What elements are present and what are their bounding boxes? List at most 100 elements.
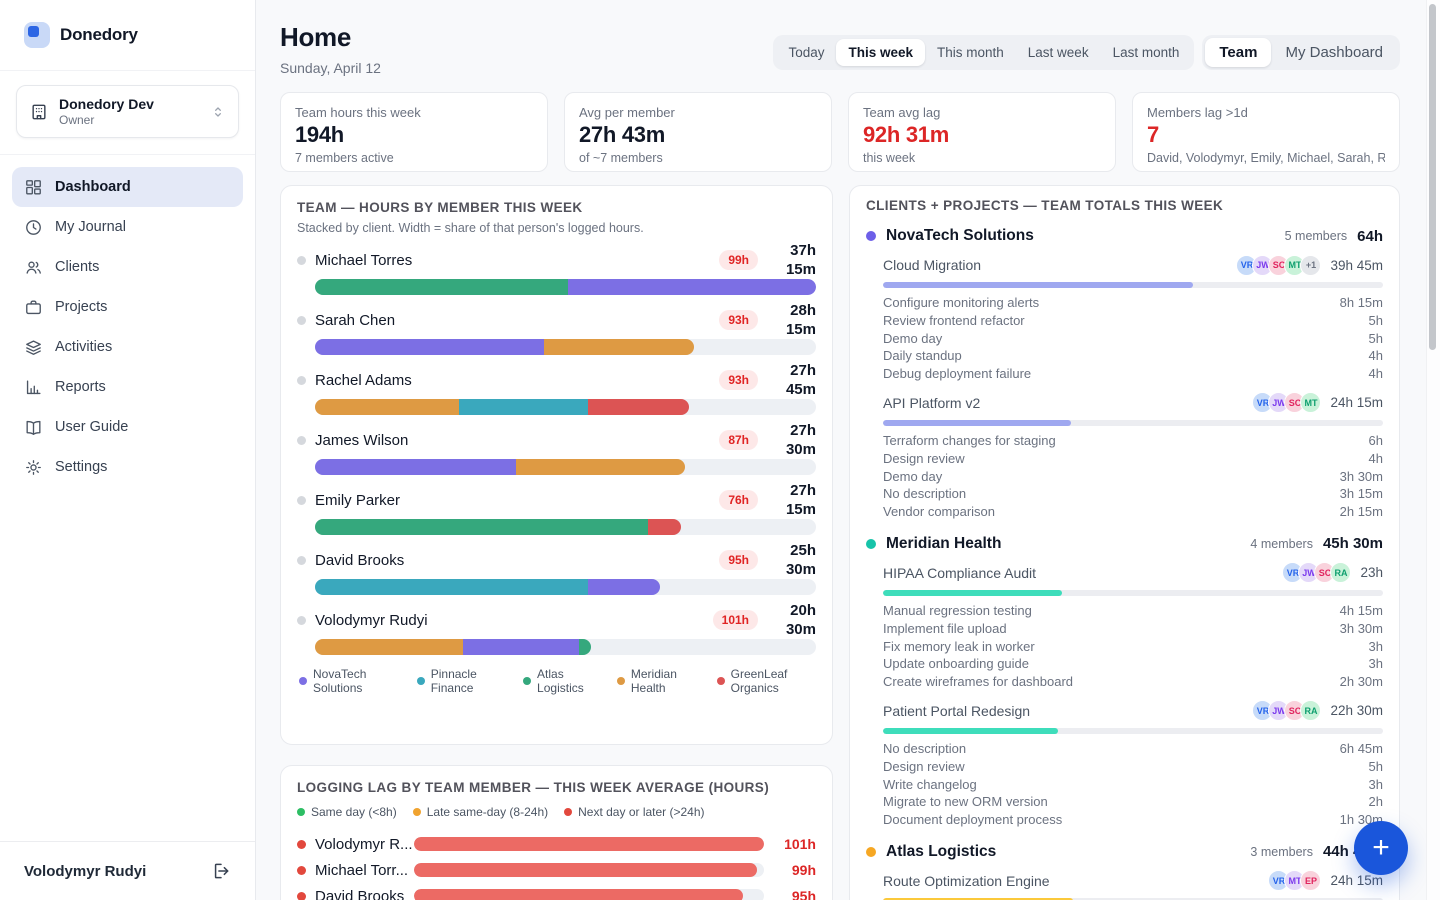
scrollbar-thumb[interactable] [1429, 4, 1436, 350]
avatar-group: VR JW SC MT [1252, 392, 1322, 414]
task-label: Terraform changes for staging [883, 432, 1056, 448]
lag-bar-fill [414, 889, 744, 900]
sidebar-item-my-journal[interactable]: My Journal [12, 207, 243, 247]
bar-segment-novatech-solutions [315, 339, 544, 355]
legend-dot [299, 677, 307, 685]
workspace-role: Owner [59, 113, 95, 127]
lag-category-dot [297, 865, 306, 875]
task-label: Update onboarding guide [883, 656, 1030, 672]
sidebar-item-projects[interactable]: Projects [12, 287, 243, 327]
task-row: Migrate to new ORM version 2h [883, 793, 1383, 811]
workspace-selector[interactable]: Donedory Dev Owner [16, 85, 239, 138]
lag-bar-track [414, 837, 764, 851]
sidebar-item-user-guide[interactable]: User Guide [12, 407, 243, 447]
tab-team[interactable]: Team [1205, 38, 1272, 67]
project-bar-fill [883, 727, 1058, 734]
member-name: Sarah Chen [315, 311, 396, 329]
client-legend: NovaTech Solutions Pinnacle Finance Atlas … [299, 667, 816, 695]
lag-category-dot [297, 839, 306, 849]
task-row: Manual regression testing 4h 15m [883, 602, 1383, 620]
task-value: 2h 15m [1339, 504, 1383, 520]
member-bar [315, 459, 816, 475]
sidebar-item-activities[interactable]: Activities [12, 327, 243, 367]
member-name: Volodymyr Rudyi [315, 611, 428, 629]
logout-icon[interactable] [211, 861, 231, 881]
bar-segment-pinnacle-finance [315, 579, 589, 595]
task-label: Configure monitoring alerts [883, 295, 1040, 310]
member-hours: 25h 30m [772, 541, 816, 579]
task-value: 3h 30m [1339, 468, 1383, 484]
bar-segment-pinnacle-finance [459, 399, 589, 415]
member-dot [297, 375, 306, 385]
member-name-row: Michael Torres 99h 37h 15m [297, 241, 816, 279]
tab-last-week[interactable]: Last week [1027, 45, 1089, 60]
stat-value: 194h [295, 122, 344, 147]
sidebar: Donedory Donedory Dev Owner Dashboard My … [0, 0, 256, 900]
lag-bar-track [414, 863, 764, 877]
grid-icon [24, 178, 43, 197]
task-label: Design review [883, 758, 965, 774]
legend-label: NovaTech Solutions [313, 667, 367, 695]
legend-dot [523, 677, 532, 685]
lag-value: 99h [791, 862, 816, 878]
project-hours: 24h 15m [1330, 873, 1383, 889]
lag-badge: 93h [719, 370, 758, 390]
workspace-text: Donedory Dev Owner [59, 96, 210, 127]
workspace-name: Donedory Dev [59, 96, 154, 112]
avatar: MT [1300, 392, 1322, 414]
sidebar-item-dashboard[interactable]: Dashboard [12, 167, 243, 207]
member-name-row: James Wilson 87h 27h 30m [297, 421, 816, 459]
task-row: Vendor comparison 2h 15m [883, 503, 1383, 521]
sidebar-item-label: Activities [55, 339, 113, 355]
member-hours-line: 15m [785, 261, 816, 278]
task-value: 3h [1368, 776, 1383, 792]
stat-label: Team avg lag [863, 105, 941, 120]
task-label: Demo day [883, 330, 943, 346]
app-logo-icon [24, 22, 50, 48]
lag-rows: Volodymyr R... 101h Michael Torr... 99h Davi… [297, 831, 816, 900]
page-title: Home [280, 22, 352, 52]
project-bar-track [883, 897, 1383, 900]
tab-my-dashboard[interactable]: My Dashboard [1285, 44, 1383, 61]
tab-this-month[interactable]: This month [937, 45, 1004, 60]
tab-this-week[interactable]: This week [836, 39, 925, 66]
member-bar [315, 279, 816, 295]
member-name-row: Emily Parker 76h 27h 15m [297, 481, 816, 519]
tab-last-month[interactable]: Last month [1112, 45, 1180, 60]
task-row: Implement file upload 3h 30m [883, 620, 1383, 638]
task-row: Update onboarding guide 3h [883, 655, 1383, 673]
users-icon [24, 258, 43, 277]
bar-segment-meridian-health [516, 459, 686, 475]
range-tabs: Today This week This month Last week Last mo… [773, 35, 1195, 70]
plus-icon: + [1372, 831, 1390, 864]
sidebar-item-clients[interactable]: Clients [12, 247, 243, 287]
project-hipaa-compliance-audit: HIPAA Compliance Audit VR JW SC RA 23h Manual … [883, 560, 1383, 691]
task-value: 8h 15m [1339, 295, 1383, 310]
legend-label: Meridian Health [630, 667, 677, 695]
avatar: +1 [1300, 254, 1322, 276]
chevron-up-down-icon [210, 104, 226, 120]
bar-segment-novatech-solutions [568, 279, 816, 295]
stat-sub: 7 members active [295, 151, 394, 165]
member-name: Emily Parker [315, 491, 401, 509]
task-row: Create wireframes for dashboard 2h 30m [883, 673, 1383, 691]
sidebar-item-settings[interactable]: Settings [12, 447, 243, 487]
member-hours: 37h 15m [772, 241, 816, 279]
lag-value: 95h [791, 888, 816, 900]
clients-panel: CLIENTS + PROJECTS — TEAM TOTALS THIS WE… [849, 185, 1400, 900]
member-row-volodymyr-rudyi: Volodymyr Rudyi 101h 20h 30m [297, 601, 816, 655]
lag-bar-fill [414, 837, 764, 851]
stat-sub: of ~7 members [579, 151, 663, 165]
bar-segment-novatech-solutions [588, 579, 660, 595]
project-header: Cloud Migration VR JW SC MT +1 39h 45m [883, 252, 1383, 278]
sidebar-item-reports[interactable]: Reports [12, 367, 243, 407]
legend-dot [616, 677, 625, 685]
add-entry-fab[interactable]: + [1354, 821, 1408, 875]
tab-today[interactable]: Today [788, 45, 825, 60]
briefcase-icon [24, 298, 43, 317]
legend-dot [297, 808, 305, 816]
bar-segment-novatech-solutions [463, 639, 579, 655]
member-bar [315, 519, 816, 535]
sidebar-item-label: Reports [55, 379, 106, 395]
